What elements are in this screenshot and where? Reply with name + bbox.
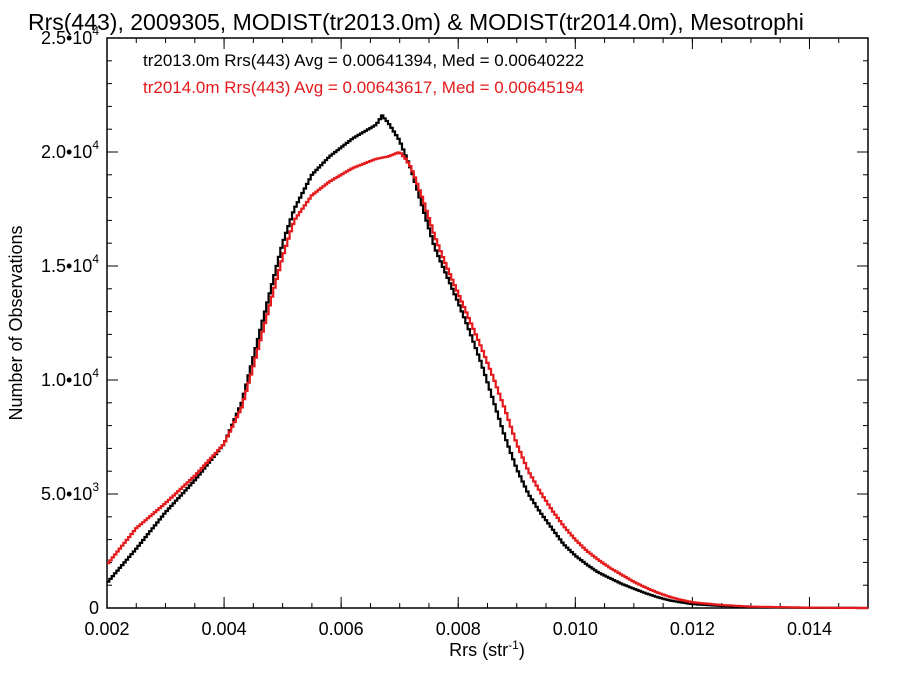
x-tick-label: 0.012 (670, 619, 715, 639)
x-axis-label-sup: -1 (508, 638, 519, 652)
y-axis-label: Number of Observations (6, 225, 26, 420)
y-tick-mantissa: 1.0•10 (41, 370, 92, 390)
y-tick-label: 5.0•103 (41, 480, 99, 504)
series-0-histogram (107, 114, 868, 610)
x-axis-label-close: ) (519, 640, 525, 660)
y-tick-label: 1.5•104 (41, 252, 99, 276)
x-tick-label: 0.014 (787, 619, 832, 639)
y-tick-exponent: 4 (92, 24, 99, 38)
y-tick-exponent: 4 (92, 138, 99, 152)
y-tick-mantissa: 2.5•10 (41, 28, 92, 48)
x-tick-label: 0.010 (553, 619, 598, 639)
legend-entry-black: tr2013.0m Rrs(443) Avg = 0.00641394, Med… (143, 51, 584, 70)
series-1-histogram (107, 151, 868, 610)
y-tick-label: 2.5•104 (41, 24, 99, 48)
y-tick-mantissa: 2.0•10 (41, 142, 92, 162)
x-tick-label: 0.004 (202, 619, 247, 639)
x-axis-label: Rrs (str-1) (449, 638, 525, 660)
y-tick-mantissa: 0 (89, 598, 99, 618)
x-tick-label: 0.006 (319, 619, 364, 639)
x-tick-label: 0.002 (84, 619, 129, 639)
chart-title: Rrs(443), 2009305, MODIST(tr2013.0m) & M… (28, 9, 804, 35)
x-tick-label: 0.008 (436, 619, 481, 639)
plot-frame (106, 37, 869, 609)
y-tick-exponent: 4 (92, 366, 99, 380)
legend-entry-red: tr2014.0m Rrs(443) Avg = 0.00643617, Med… (143, 78, 584, 97)
x-axis-label-text: Rrs (str (449, 640, 508, 660)
y-tick-mantissa: 5.0•10 (41, 484, 92, 504)
y-tick-label: 2.0•104 (41, 138, 99, 162)
x-axis: 0.002 0.004 0.006 0.008 0.010 0.012 0.014 (84, 38, 869, 639)
y-tick-label: 1.0•104 (41, 366, 99, 390)
y-tick-exponent: 3 (92, 480, 99, 494)
y-tick-exponent: 4 (92, 252, 99, 266)
y-tick-mantissa: 1.5•10 (41, 256, 92, 276)
series-layer (107, 114, 868, 610)
y-tick-label: 0 (89, 598, 99, 618)
